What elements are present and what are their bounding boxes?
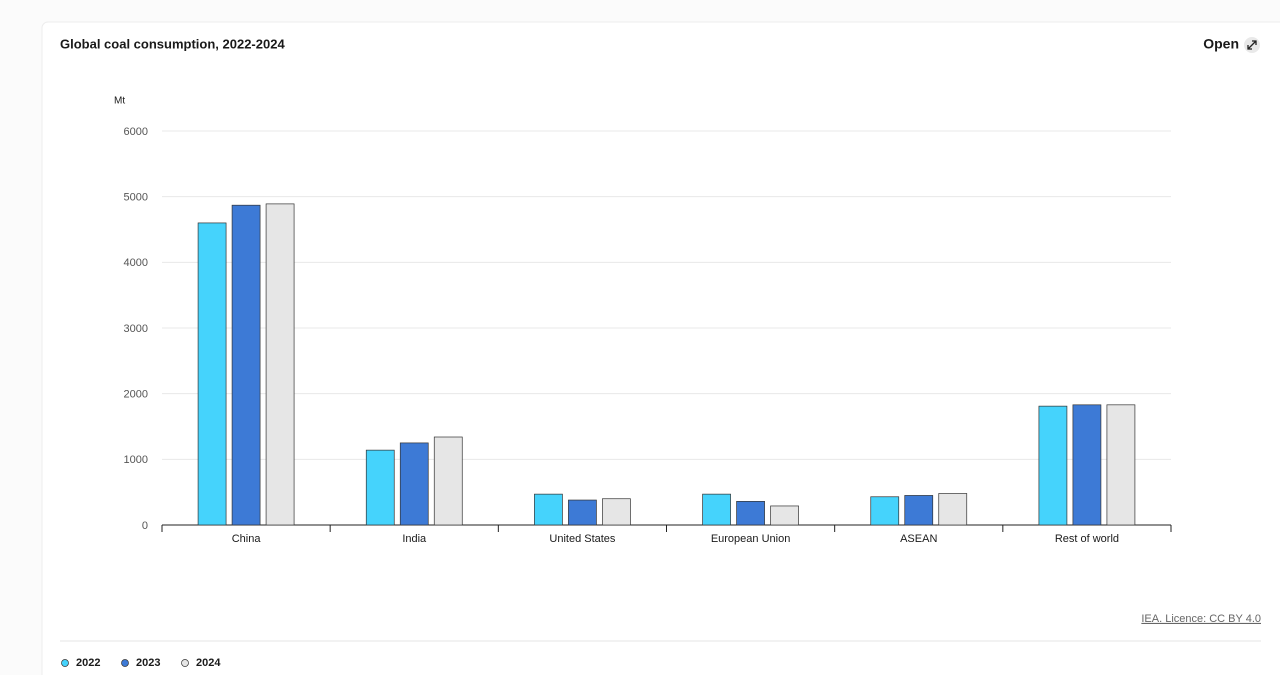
bar <box>197 222 227 526</box>
x-tick-label: Rest of world <box>1055 533 1119 545</box>
bar <box>938 493 968 526</box>
source[interactable]: IEA. Licence: CC BY 4.0 <box>1141 613 1261 625</box>
bar <box>770 505 799 526</box>
open-button[interactable]: Open <box>1203 36 1260 53</box>
y-tick-label: 4000 <box>124 257 148 269</box>
x-tick-label: India <box>402 533 427 545</box>
chart-title: Global coal consumption, 2022-2024 <box>60 36 285 51</box>
x-tick-label: United States <box>549 533 616 545</box>
bar <box>568 499 597 526</box>
open-label[interactable]: Open <box>1203 36 1239 52</box>
x-tick-label: ASEAN <box>900 533 937 545</box>
legend-marker[interactable] <box>181 659 189 667</box>
legend-marker[interactable] <box>61 659 69 667</box>
bar <box>702 493 731 526</box>
bar <box>265 203 295 526</box>
x-tick-label: European Union <box>711 533 791 545</box>
bar <box>1038 405 1068 526</box>
bar <box>870 496 900 526</box>
bar <box>602 498 631 526</box>
legend-label[interactable]: 2023 <box>136 657 160 669</box>
legend-marker[interactable] <box>121 659 129 667</box>
bar <box>365 449 395 526</box>
y-axis-label: Mt <box>114 96 125 107</box>
bar <box>1072 404 1102 526</box>
y-tick-label: 6000 <box>124 126 148 138</box>
legend-label[interactable]: 2024 <box>196 657 221 669</box>
y-tick-label: 5000 <box>124 192 148 204</box>
bar <box>736 501 765 526</box>
bar <box>1106 404 1136 526</box>
y-tick-label: 3000 <box>124 323 148 335</box>
bar <box>904 495 934 526</box>
bar <box>534 493 563 526</box>
y-tick-label: 0 <box>142 520 148 532</box>
x-tick-label: China <box>232 533 262 545</box>
legend-label[interactable]: 2022 <box>76 657 100 669</box>
bar <box>433 436 463 526</box>
card <box>41 21 1280 675</box>
y-tick-label: 1000 <box>124 454 148 466</box>
open-icon-arrow <box>1247 40 1257 50</box>
bar <box>399 442 429 526</box>
y-tick-label: 2000 <box>124 389 148 401</box>
bar <box>231 204 261 526</box>
